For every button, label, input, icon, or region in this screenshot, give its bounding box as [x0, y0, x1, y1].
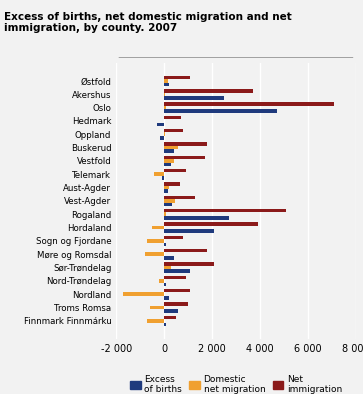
Bar [164, 110, 277, 113]
Bar [164, 229, 215, 233]
Bar [164, 256, 174, 260]
Bar [164, 163, 171, 166]
Bar [123, 292, 164, 296]
Bar [164, 79, 168, 83]
Bar [164, 249, 207, 253]
Bar [164, 222, 257, 226]
Bar [164, 149, 174, 153]
Bar [145, 253, 164, 256]
Bar [164, 316, 176, 319]
Bar [164, 323, 167, 326]
Bar [164, 115, 181, 119]
Bar [164, 309, 179, 313]
Bar [164, 262, 215, 266]
Bar [147, 239, 164, 243]
Bar [164, 146, 179, 149]
Bar [152, 226, 164, 229]
Bar [164, 83, 169, 86]
Bar [164, 159, 174, 163]
Bar [164, 243, 167, 246]
Bar [164, 106, 167, 110]
Bar [164, 275, 185, 279]
Bar [164, 190, 168, 193]
Bar [164, 209, 286, 212]
Bar [159, 279, 164, 283]
Bar [164, 195, 195, 199]
Bar [164, 203, 172, 206]
Bar [164, 212, 167, 216]
Bar [164, 76, 191, 79]
Bar [160, 136, 164, 140]
Bar [164, 302, 188, 306]
Bar [150, 306, 164, 309]
Bar [157, 123, 164, 126]
Bar [147, 319, 164, 323]
Bar [162, 176, 164, 180]
Bar [164, 289, 191, 292]
Bar [164, 283, 167, 286]
Text: Excess of births, net domestic migration and net
immigration, by county. 2007: Excess of births, net domestic migration… [4, 12, 291, 33]
Bar [164, 156, 205, 159]
Bar [164, 216, 229, 220]
Bar [164, 199, 175, 203]
Legend: Excess
of births, Domestic
net migration, Net
immigration: Excess of births, Domestic net migration… [126, 371, 346, 394]
Bar [164, 96, 224, 100]
Bar [164, 102, 334, 106]
Bar [164, 266, 171, 269]
Bar [164, 269, 191, 273]
Bar [164, 169, 185, 173]
Bar [164, 236, 183, 239]
Bar [155, 173, 164, 176]
Bar [164, 89, 253, 93]
Bar [164, 142, 207, 146]
Bar [164, 186, 169, 190]
Bar [164, 182, 180, 186]
Bar [164, 129, 183, 132]
Bar [164, 132, 165, 136]
Bar [164, 93, 165, 96]
Bar [164, 296, 169, 300]
